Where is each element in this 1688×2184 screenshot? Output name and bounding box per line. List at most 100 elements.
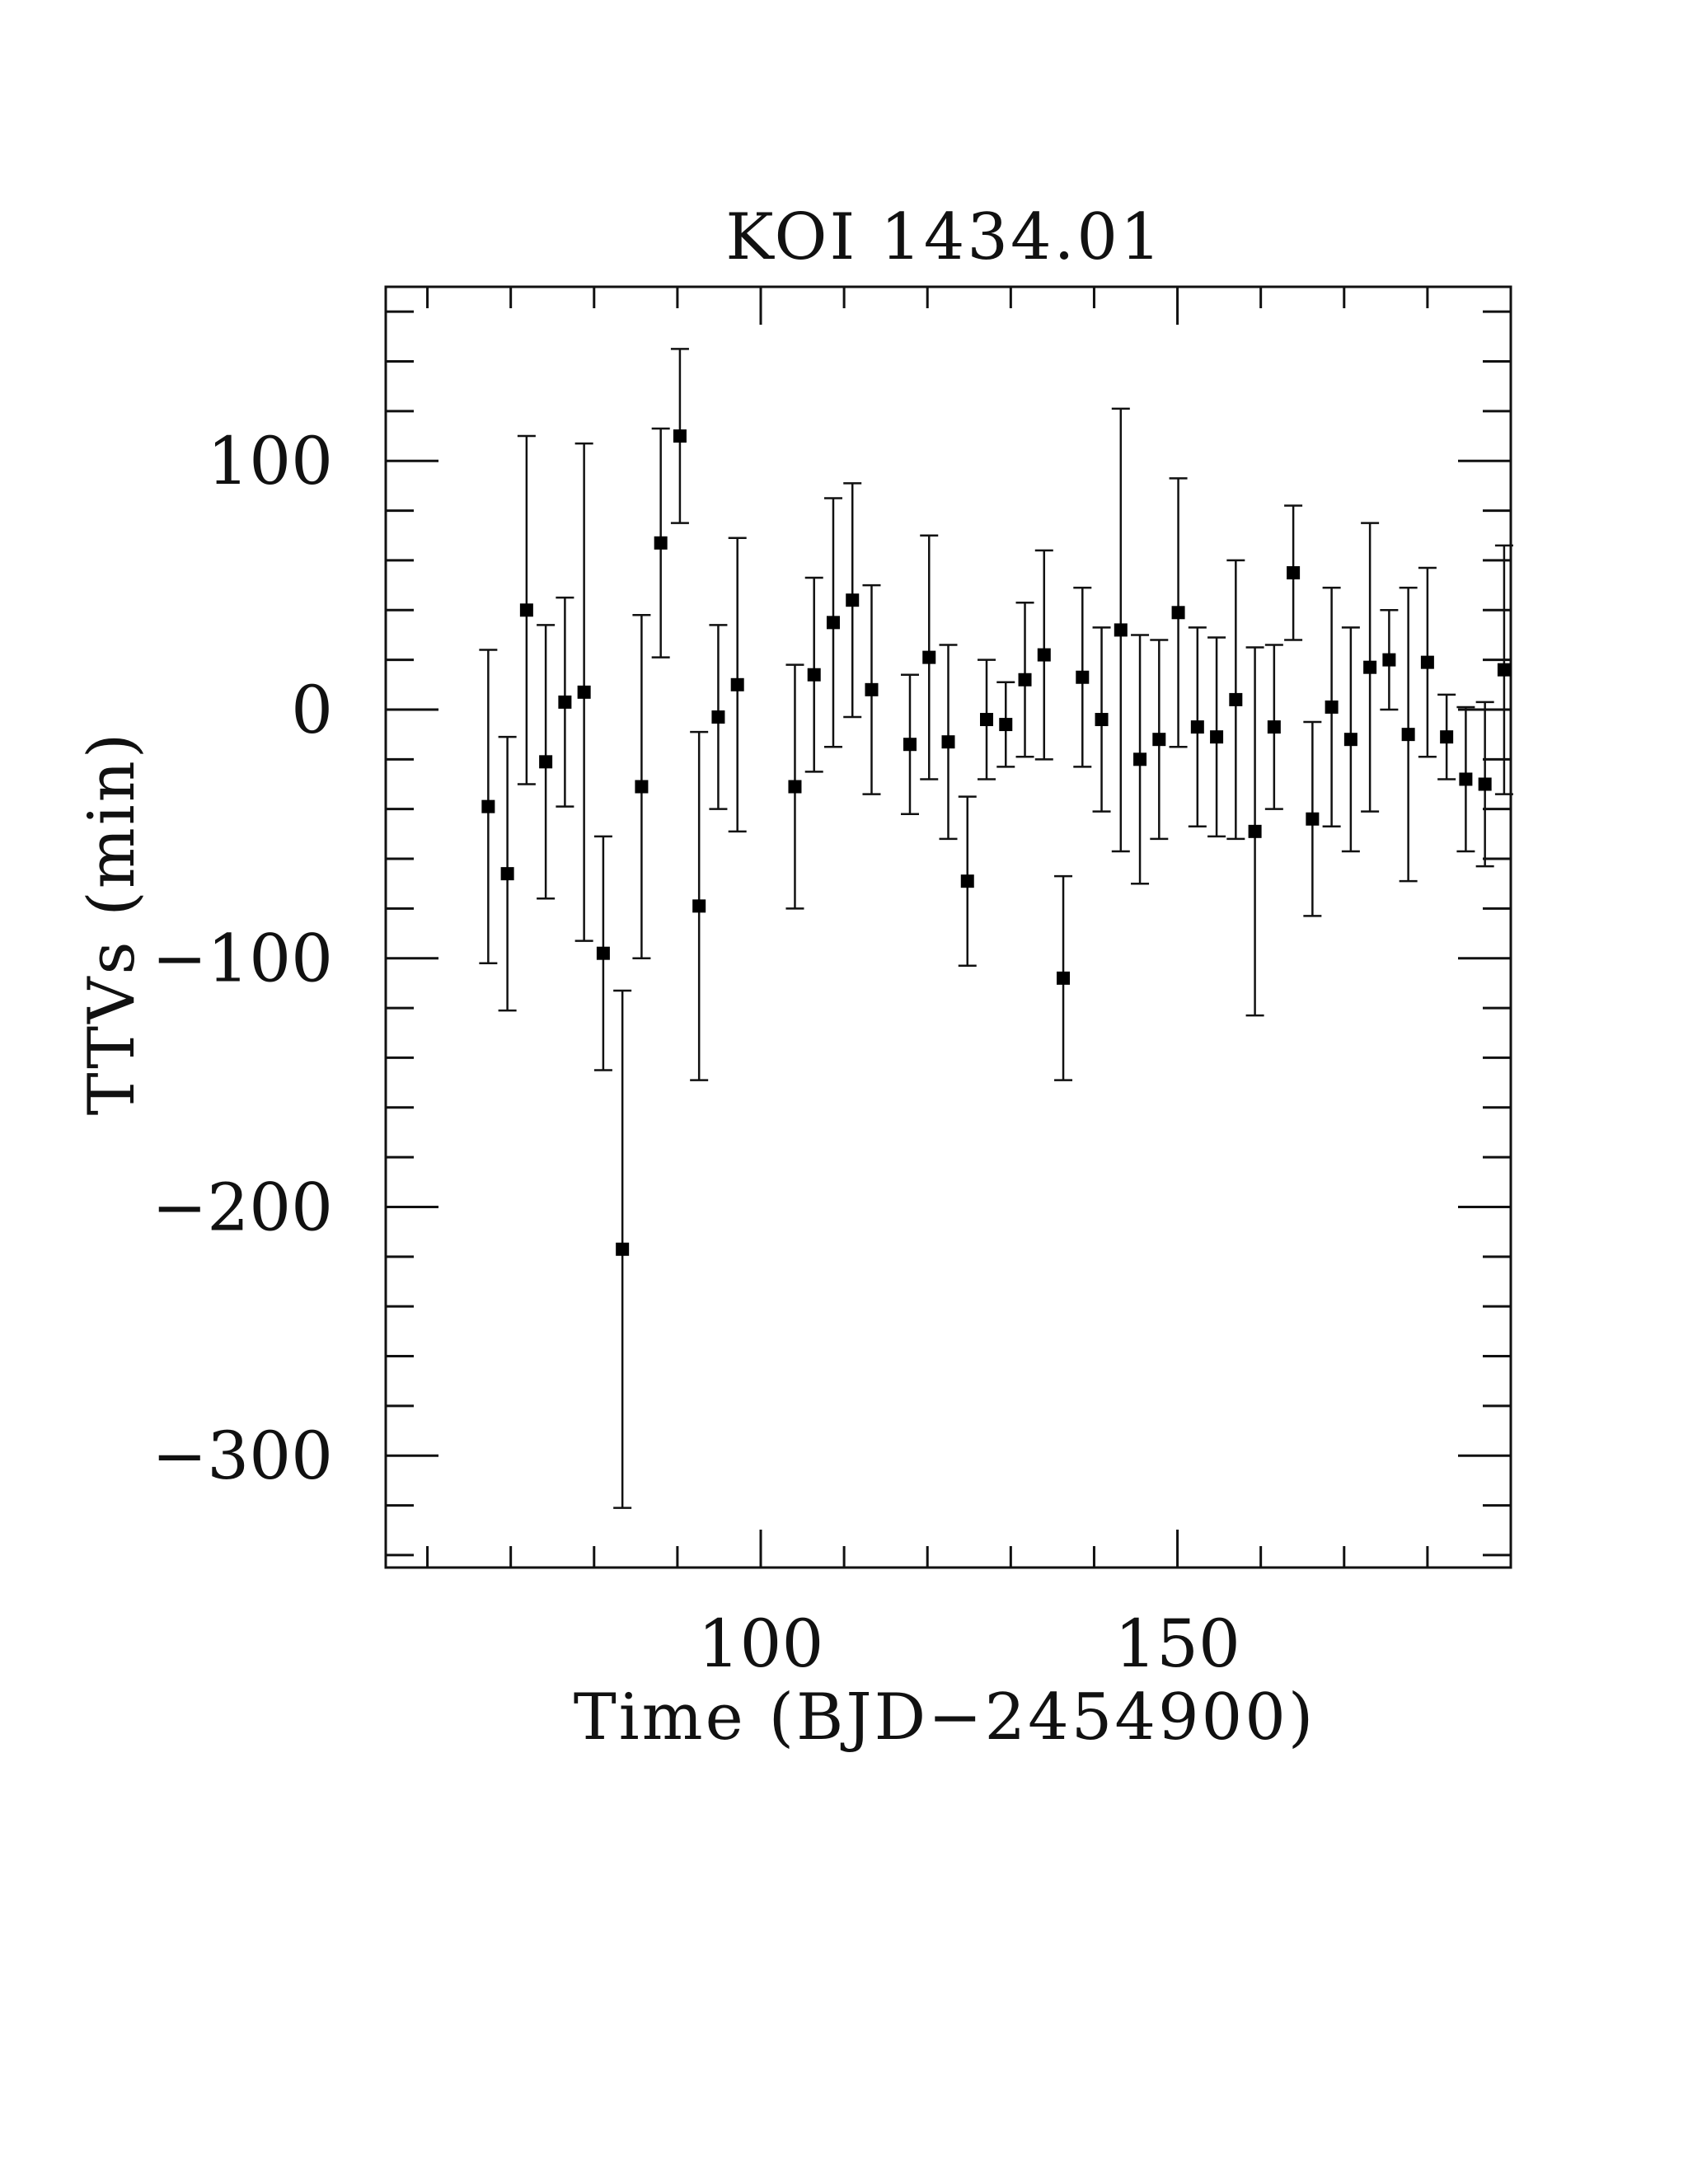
- data-point: [1341, 626, 1360, 853]
- data-marker: [1325, 700, 1339, 714]
- data-marker: [500, 867, 514, 881]
- data-point: [1073, 586, 1092, 768]
- data-marker: [596, 946, 610, 960]
- data-point: [1169, 477, 1188, 748]
- data-point: [1284, 504, 1303, 641]
- data-point: [1207, 636, 1226, 838]
- data-marker: [692, 899, 706, 913]
- data-point: [537, 624, 556, 900]
- data-marker: [1057, 971, 1071, 985]
- data-point: [690, 730, 709, 1081]
- data-point: [1188, 626, 1207, 828]
- data-marker: [980, 713, 994, 727]
- data-marker: [635, 780, 649, 794]
- y-tick-label: 0: [291, 672, 333, 748]
- x-axis-label: Time (BJD−2454900): [574, 1680, 1316, 1755]
- data-marker: [519, 603, 533, 617]
- data-point: [978, 658, 996, 780]
- data-point: [920, 534, 939, 780]
- data-marker: [1152, 733, 1166, 747]
- data-marker: [922, 650, 936, 664]
- data-marker: [654, 536, 668, 550]
- data-point: [862, 583, 881, 795]
- data-point: [651, 427, 670, 658]
- data-marker: [711, 710, 725, 724]
- data-marker: [846, 593, 860, 607]
- data-point: [900, 673, 919, 815]
- data-point: [1399, 586, 1418, 883]
- data-marker: [1497, 663, 1511, 677]
- axes: 100 150 100 0 −100 −200 −300: [152, 285, 1512, 1682]
- data-marker: [1095, 713, 1109, 727]
- y-tick-label: −100: [152, 921, 333, 997]
- data-marker: [1171, 606, 1185, 620]
- x-tick-label: 100: [698, 1605, 824, 1682]
- data-marker: [941, 735, 955, 749]
- data-marker: [558, 695, 572, 709]
- data-point: [593, 835, 612, 1071]
- data-marker: [1190, 720, 1204, 734]
- data-point: [1015, 601, 1034, 758]
- chart-title: KOI 1434.01: [725, 200, 1163, 274]
- data-point: [1456, 705, 1475, 853]
- data-point: [670, 348, 689, 524]
- data-marker: [1210, 730, 1224, 744]
- data-point: [823, 497, 842, 748]
- y-tick-label: 100: [207, 423, 333, 499]
- data-point: [498, 735, 517, 1012]
- data-marker: [1420, 655, 1434, 669]
- data-point: [1303, 720, 1322, 917]
- plot-frame: [384, 285, 1512, 1569]
- data-point: [728, 537, 747, 833]
- data-marker: [1401, 728, 1415, 742]
- data-marker: [1478, 777, 1492, 791]
- data-marker: [865, 682, 879, 696]
- data-marker: [1287, 566, 1301, 580]
- data-marker: [481, 799, 495, 813]
- data-point: [1494, 544, 1513, 795]
- data-marker: [1229, 692, 1243, 706]
- data-point: [996, 681, 1015, 768]
- data-points: [479, 348, 1513, 1509]
- data-point: [804, 576, 823, 773]
- y-tick-label: −300: [152, 1418, 333, 1494]
- y-axis-label: TTVs (min): [75, 731, 149, 1116]
- data-marker: [1343, 733, 1357, 747]
- data-point: [1054, 874, 1073, 1081]
- data-marker: [1306, 812, 1320, 826]
- data-point: [1226, 559, 1245, 841]
- data-point: [1245, 646, 1264, 1017]
- data-marker: [788, 780, 802, 794]
- data-marker: [999, 718, 1013, 732]
- data-point: [613, 989, 632, 1509]
- data-marker: [1363, 660, 1377, 674]
- data-marker: [960, 874, 974, 888]
- data-marker: [730, 677, 744, 691]
- y-tick-label: −200: [152, 1169, 333, 1245]
- data-marker: [577, 685, 591, 699]
- data-marker: [1248, 824, 1262, 838]
- data-marker: [1114, 623, 1128, 637]
- data-marker: [1037, 648, 1051, 662]
- data-point: [1150, 639, 1169, 841]
- data-point: [843, 482, 862, 719]
- data-point: [479, 649, 498, 965]
- data-marker: [903, 738, 917, 752]
- data-point: [1380, 609, 1399, 711]
- data-marker: [539, 755, 553, 769]
- data-point: [574, 442, 593, 942]
- x-tick-label: 150: [1114, 1605, 1240, 1682]
- data-point: [1361, 522, 1380, 813]
- data-point: [958, 795, 977, 968]
- data-point: [517, 434, 536, 785]
- data-marker: [826, 616, 840, 630]
- data-marker: [1440, 730, 1454, 744]
- data-marker: [616, 1242, 630, 1256]
- data-point: [1322, 586, 1341, 828]
- data-marker: [1459, 772, 1473, 786]
- data-point: [1264, 644, 1283, 810]
- data-point: [1437, 693, 1456, 780]
- data-point: [1131, 634, 1150, 885]
- data-point: [1418, 566, 1437, 758]
